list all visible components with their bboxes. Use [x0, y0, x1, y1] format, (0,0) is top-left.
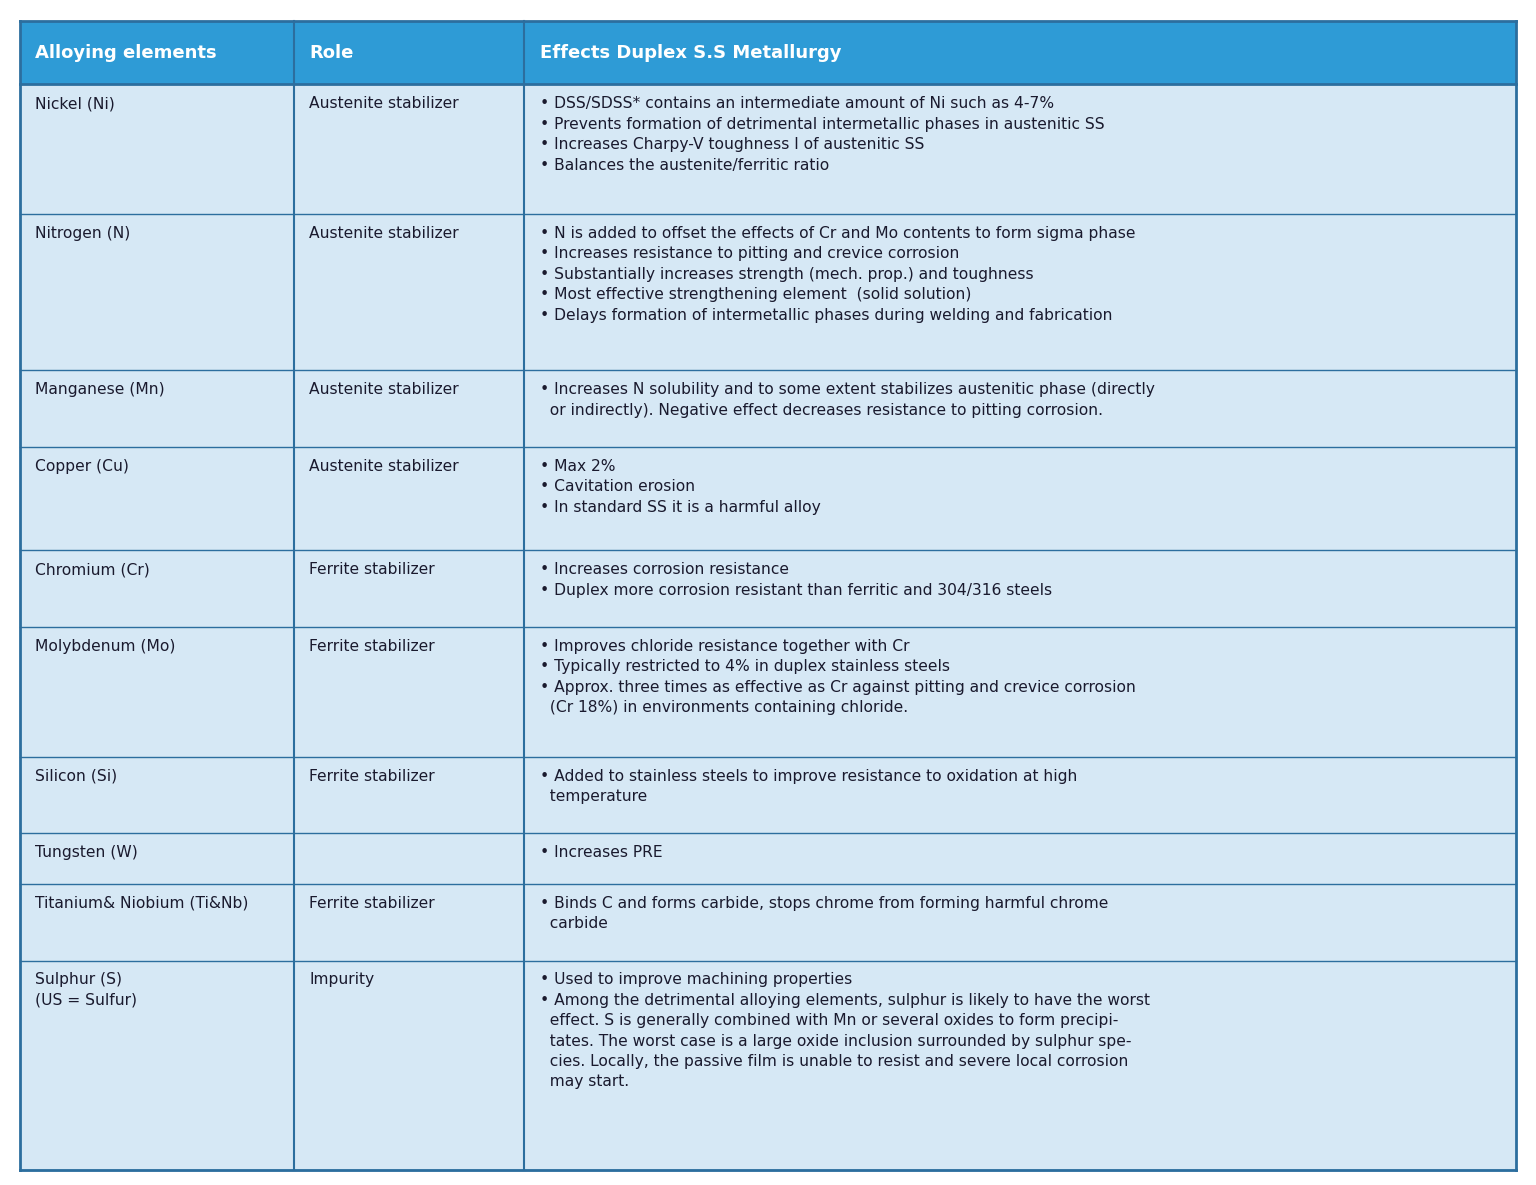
Text: Molybdenum (Mo): Molybdenum (Mo): [35, 639, 175, 654]
Text: Role: Role: [309, 44, 353, 62]
Text: Austenite stabilizer: Austenite stabilizer: [309, 96, 459, 111]
Bar: [20, 833, 1516, 884]
Text: Silicon (Si): Silicon (Si): [35, 769, 117, 783]
Text: Alloying elements: Alloying elements: [35, 44, 217, 62]
Bar: [20, 627, 1516, 757]
Text: Nitrogen (N): Nitrogen (N): [35, 226, 131, 241]
Bar: [20, 884, 1516, 961]
Text: • Binds C and forms carbide, stops chrome from forming harmful chrome
  carbide: • Binds C and forms carbide, stops chrom…: [539, 896, 1107, 931]
Bar: [20, 21, 1516, 84]
Text: Effects Duplex S.S Metallurgy: Effects Duplex S.S Metallurgy: [539, 44, 842, 62]
Text: • Increases N solubility and to some extent stabilizes austenitic phase (directl: • Increases N solubility and to some ext…: [539, 383, 1155, 417]
Text: • Increases corrosion resistance
• Duplex more corrosion resistant than ferritic: • Increases corrosion resistance • Duple…: [539, 562, 1052, 597]
Text: Austenite stabilizer: Austenite stabilizer: [309, 226, 459, 241]
Bar: [20, 550, 1516, 627]
Text: • N is added to offset the effects of Cr and Mo contents to form sigma phase
• I: • N is added to offset the effects of Cr…: [539, 226, 1135, 322]
Text: • DSS/SDSS* contains an intermediate amount of Ni such as 4-7%
• Prevents format: • DSS/SDSS* contains an intermediate amo…: [539, 96, 1104, 173]
Text: • Added to stainless steels to improve resistance to oxidation at high
  tempera: • Added to stainless steels to improve r…: [539, 769, 1077, 803]
Text: • Increases PRE: • Increases PRE: [539, 845, 662, 860]
Text: Ferrite stabilizer: Ferrite stabilizer: [309, 896, 435, 910]
Text: • Improves chloride resistance together with Cr
• Typically restricted to 4% in : • Improves chloride resistance together …: [539, 639, 1135, 715]
Text: Ferrite stabilizer: Ferrite stabilizer: [309, 639, 435, 654]
Text: Ferrite stabilizer: Ferrite stabilizer: [309, 562, 435, 577]
Text: Nickel (Ni): Nickel (Ni): [35, 96, 115, 111]
Text: • Max 2%
• Cavitation erosion
• In standard SS it is a harmful alloy: • Max 2% • Cavitation erosion • In stand…: [539, 459, 820, 514]
Text: Tungsten (W): Tungsten (W): [35, 845, 138, 860]
Text: Chromium (Cr): Chromium (Cr): [35, 562, 151, 577]
Bar: [20, 447, 1516, 550]
Text: Copper (Cu): Copper (Cu): [35, 459, 129, 474]
Text: Titanium& Niobium (Ti&Nb): Titanium& Niobium (Ti&Nb): [35, 896, 249, 910]
Bar: [20, 757, 1516, 833]
Bar: [20, 214, 1516, 371]
Text: Austenite stabilizer: Austenite stabilizer: [309, 459, 459, 474]
Bar: [20, 961, 1516, 1170]
Text: Ferrite stabilizer: Ferrite stabilizer: [309, 769, 435, 783]
Text: Manganese (Mn): Manganese (Mn): [35, 383, 164, 397]
Bar: [20, 371, 1516, 447]
Bar: [20, 84, 1516, 214]
Text: • Used to improve machining properties
• Among the detrimental alloying elements: • Used to improve machining properties •…: [539, 973, 1149, 1089]
Text: Austenite stabilizer: Austenite stabilizer: [309, 383, 459, 397]
Text: Sulphur (S)
(US = Sulfur): Sulphur (S) (US = Sulfur): [35, 973, 137, 1007]
Text: Impurity: Impurity: [309, 973, 375, 987]
